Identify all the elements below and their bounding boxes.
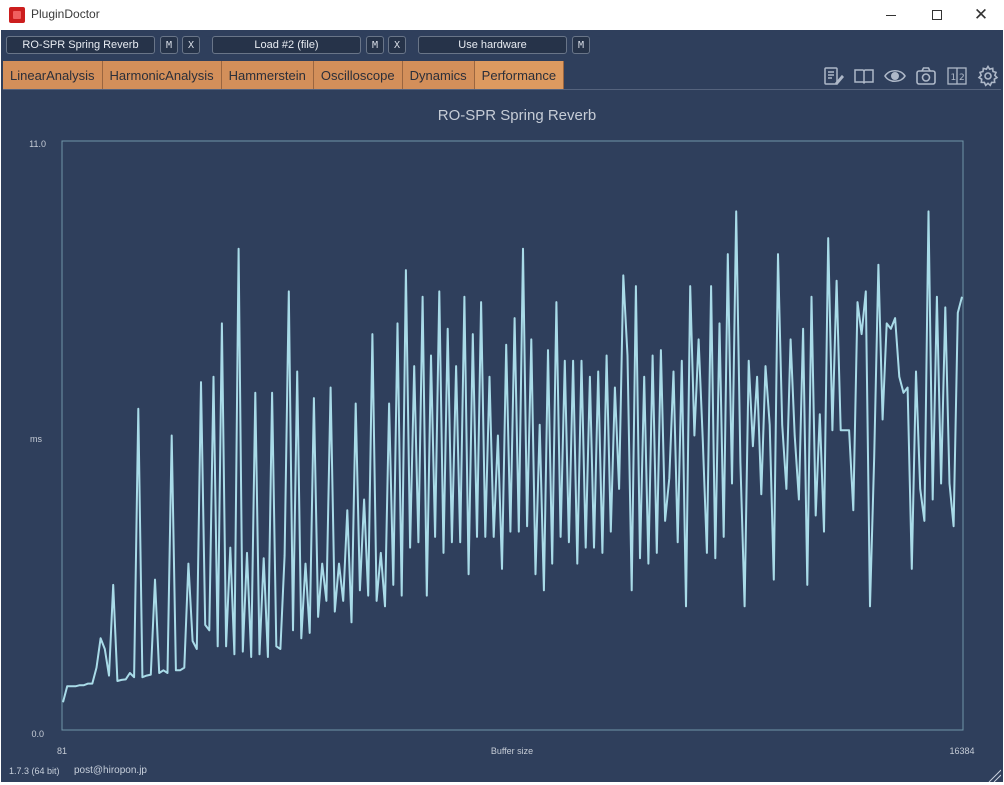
tab-divider bbox=[3, 89, 1001, 90]
window-title: PluginDoctor bbox=[31, 7, 100, 21]
tab-oscilloscope[interactable]: Oscilloscope bbox=[313, 61, 403, 89]
svg-text:2: 2 bbox=[959, 73, 965, 83]
close-button[interactable]: ✕ bbox=[958, 0, 1004, 30]
slot-1-remove-button[interactable]: X bbox=[182, 36, 200, 54]
maximize-button[interactable] bbox=[914, 0, 960, 30]
window-bottom-edge bbox=[0, 782, 1004, 785]
plot-area bbox=[61, 140, 964, 731]
tab-performance[interactable]: Performance bbox=[474, 61, 565, 89]
x-axis-label: Buffer size bbox=[491, 746, 533, 756]
analysis-tabs: LinearAnalysis HarmonicAnalysis Hammerst… bbox=[3, 61, 565, 89]
resize-grip-icon[interactable] bbox=[987, 768, 1001, 782]
hardware-mono-button[interactable]: M bbox=[572, 36, 590, 54]
x-tick-min: 81 bbox=[57, 746, 67, 756]
tab-dynamics[interactable]: Dynamics bbox=[402, 61, 475, 89]
tab-linear-analysis[interactable]: LinearAnalysis bbox=[3, 61, 103, 89]
series-line-performance bbox=[62, 210, 963, 703]
title-bar: PluginDoctor ✕ bbox=[0, 0, 1004, 30]
slot-2-mono-button[interactable]: M bbox=[366, 36, 384, 54]
plugin-slot-2-button[interactable]: Load #2 (file) bbox=[212, 36, 361, 54]
chart-title: RO-SPR Spring Reverb bbox=[438, 107, 596, 124]
slot-2-remove-button[interactable]: X bbox=[388, 36, 406, 54]
tab-hammerstein[interactable]: Hammerstein bbox=[221, 61, 314, 89]
svg-text:1: 1 bbox=[950, 73, 956, 83]
eye-icon[interactable] bbox=[879, 63, 910, 89]
minimize-icon bbox=[886, 14, 896, 16]
app-area: RO-SPR Spring Reverb M X Load #2 (file) … bbox=[1, 30, 1003, 782]
close-icon: ✕ bbox=[973, 5, 989, 24]
minimize-button[interactable] bbox=[868, 0, 914, 30]
chart-canvas: RO-SPR Spring Reverb 11.0 0.0 ms 81 1638… bbox=[29, 107, 974, 756]
notes-icon[interactable] bbox=[817, 63, 848, 89]
y-tick-min: 0.0 bbox=[31, 729, 44, 739]
performance-chart: RO-SPR Spring Reverb 11.0 0.0 ms 81 1638… bbox=[1, 90, 1003, 782]
app-logo-icon bbox=[9, 7, 25, 23]
contact-email: post@hiropon.jp bbox=[74, 765, 147, 776]
x-tick-max: 16384 bbox=[949, 746, 974, 756]
y-axis-label: ms bbox=[30, 434, 42, 444]
gear-icon[interactable] bbox=[972, 63, 1003, 89]
plugin-slot-1-button[interactable]: RO-SPR Spring Reverb bbox=[6, 36, 155, 54]
slot-1-mono-button[interactable]: M bbox=[160, 36, 178, 54]
tab-harmonic-analysis[interactable]: HarmonicAnalysis bbox=[102, 61, 222, 89]
y-tick-max: 11.0 bbox=[29, 139, 46, 149]
maximize-icon bbox=[932, 10, 942, 20]
status-bar: 1.7.3 (64 bit) post@hiropon.jp bbox=[1, 762, 1003, 782]
book-icon[interactable] bbox=[848, 63, 879, 89]
camera-icon[interactable] bbox=[910, 63, 941, 89]
version-label: 1.7.3 (64 bit) bbox=[9, 766, 60, 776]
hardware-slot-button[interactable]: Use hardware bbox=[418, 36, 567, 54]
